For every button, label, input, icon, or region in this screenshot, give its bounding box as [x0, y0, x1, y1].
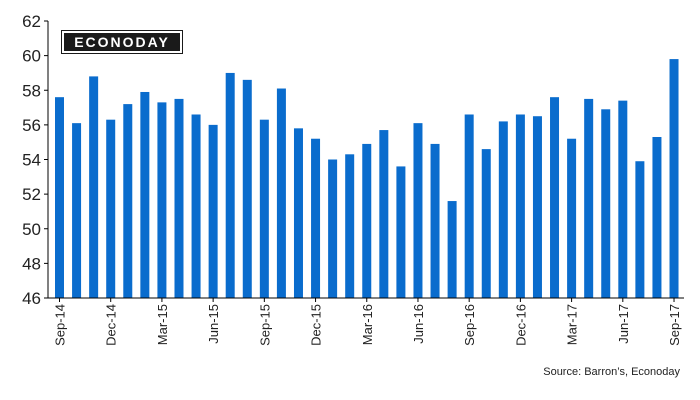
x-tick-label: Jun-17 — [616, 304, 631, 344]
bar-Nov-16 — [498, 121, 508, 298]
x-tick-label: Dec-16 — [513, 304, 528, 346]
bar-Feb-17 — [550, 97, 560, 298]
bar-Mar-17 — [567, 138, 577, 298]
x-tick-label: Sep-16 — [462, 304, 477, 346]
x-tick-label: Mar-17 — [565, 304, 580, 345]
y-tick-label: 62 — [22, 12, 41, 31]
bar-Feb-16 — [345, 154, 355, 298]
bar-May-16 — [396, 166, 406, 298]
bar-Oct-16 — [481, 149, 491, 298]
x-tick-label: Sep-15 — [257, 304, 272, 346]
x-tick-label: Dec-15 — [309, 304, 324, 346]
bar-Jan-17 — [532, 116, 542, 298]
bar-Dec-15 — [311, 138, 321, 298]
y-tick-label: 56 — [22, 116, 41, 135]
y-tick-label: 48 — [22, 254, 41, 273]
y-tick-label: 52 — [22, 185, 41, 204]
x-tick-label: Sep-14 — [53, 304, 68, 346]
y-tick-label: 46 — [22, 289, 41, 308]
y-tick-label: 58 — [22, 81, 41, 100]
source-note: Source: Barron’s, Econoday — [543, 366, 680, 378]
bar-Jul-17 — [635, 161, 645, 298]
bar-Apr-16 — [379, 130, 389, 298]
y-axis-ticks — [44, 20, 48, 299]
x-tick-label: Dec-14 — [104, 304, 119, 346]
bar-Aug-17 — [652, 136, 662, 298]
x-tick-label: Jun-15 — [206, 304, 221, 344]
bar-Jun-17 — [618, 100, 628, 298]
bar-Jan-16 — [328, 159, 338, 298]
y-tick-labels: 46 48 50 52 54 56 58 60 62 — [22, 12, 41, 308]
bar-May-15 — [191, 114, 201, 298]
bar-Apr-17 — [584, 98, 594, 298]
bar-Jul-15 — [225, 72, 235, 298]
bar-Apr-15 — [174, 98, 184, 298]
bar-Aug-15 — [242, 79, 252, 298]
x-tick-label: Sep-17 — [667, 304, 682, 346]
bar-Oct-15 — [276, 88, 286, 298]
x-tick-label: Mar-16 — [360, 304, 375, 345]
bar-Oct-14 — [72, 123, 82, 298]
y-tick-label: 60 — [22, 47, 41, 66]
bar-Jul-16 — [430, 143, 440, 298]
bar-Jun-16 — [413, 123, 423, 298]
bar-Aug-16 — [447, 201, 457, 298]
bar-Sep-14 — [55, 97, 64, 298]
bar-Jan-15 — [123, 104, 133, 298]
bar-Feb-15 — [140, 91, 150, 298]
y-tick-label: 54 — [22, 151, 41, 170]
econoday-logo: ECONODAY — [61, 30, 183, 54]
x-tick-label: Jun-16 — [411, 304, 426, 344]
bar-Nov-15 — [293, 128, 303, 298]
bar-Mar-16 — [362, 143, 372, 298]
bar-Nov-14 — [89, 76, 99, 299]
bar-Mar-15 — [157, 102, 167, 299]
y-tick-label: 50 — [22, 220, 41, 239]
bar-Dec-16 — [515, 114, 525, 298]
bar-Sep-15 — [259, 119, 269, 299]
bar-Sep-17 — [669, 59, 679, 299]
bar-May-17 — [601, 109, 611, 298]
bar-Jun-15 — [208, 124, 218, 298]
bar-Sep-16 — [464, 114, 474, 298]
bar-Dec-14 — [106, 119, 116, 299]
x-tick-label: Mar-15 — [155, 304, 170, 345]
x-tick-labels: Sep-14 Dec-14 Mar-15 Jun-15 Sep-15 Dec-15 Mar-… — [53, 298, 682, 346]
bar-series — [55, 59, 679, 299]
